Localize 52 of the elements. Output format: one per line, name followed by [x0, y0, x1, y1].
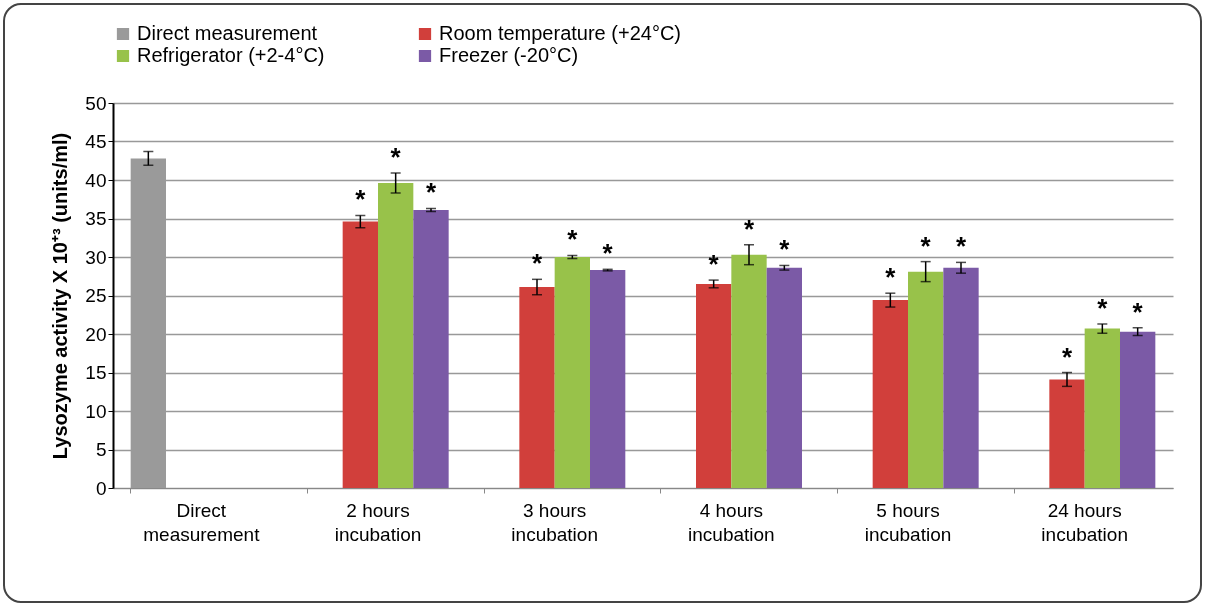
legend-label: Freezer (-20°C) [439, 44, 579, 66]
data-label: * [390, 142, 402, 173]
bar [590, 270, 626, 488]
y-tick-label: 10 [85, 400, 107, 422]
data-label: * [602, 238, 614, 269]
y-tick-label: 15 [85, 362, 107, 383]
data-label: * [955, 231, 967, 262]
data-label: * [743, 213, 755, 244]
data-label: * [708, 249, 720, 280]
x-tick-label: 2 hours incubation [334, 499, 422, 545]
y-tick-label: 0 [95, 477, 107, 499]
y-tick-label: 25 [85, 285, 107, 306]
bar [519, 287, 555, 488]
y-tick-label: 45 [85, 131, 107, 152]
legend-label: Room temperature (+24°C) [439, 22, 681, 44]
bar [413, 210, 449, 488]
bar [342, 221, 378, 488]
data-label: * [885, 262, 897, 293]
data-label: * [355, 184, 367, 215]
bar [554, 257, 590, 488]
data-label: * [425, 177, 437, 208]
data-label: * [779, 234, 791, 265]
bar [1120, 331, 1156, 488]
x-tick-label: Direct measurement [143, 499, 261, 545]
bar [943, 267, 979, 488]
y-tick-label: 20 [85, 323, 107, 345]
data-label: * [1061, 341, 1073, 372]
data-label: * [1132, 296, 1144, 327]
data-label: * [1097, 292, 1109, 323]
data-label: * [920, 230, 932, 261]
y-tick-label: 5 [95, 439, 107, 460]
y-tick-label: 50 [85, 92, 107, 114]
data-label: * [567, 224, 579, 255]
bar [1084, 328, 1120, 488]
bar [731, 254, 767, 488]
y-tick-label: 35 [85, 208, 107, 229]
x-tick-label: 3 hours incubation [511, 499, 598, 545]
bar [872, 300, 908, 488]
bar [908, 271, 944, 488]
bar [696, 283, 732, 488]
x-tick-label: 5 hours incubation [864, 499, 952, 545]
bar [1049, 379, 1085, 488]
bar [766, 267, 802, 488]
legend-label: Direct measurement [137, 22, 318, 44]
y-axis-title: Lysozyme activity X 10⁺³ (units/ml) [49, 132, 72, 460]
x-tick-label: 4 hours incubation [688, 499, 775, 545]
legend-label: Refrigerator (+2-4°C) [137, 44, 325, 66]
data-label: * [531, 248, 543, 279]
y-tick-label: 30 [85, 246, 107, 268]
x-tick-label: 24 hours incubation [1041, 499, 1128, 545]
y-tick-label: 40 [85, 169, 107, 191]
bar [378, 183, 414, 488]
